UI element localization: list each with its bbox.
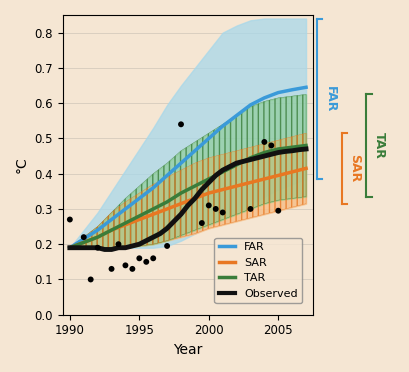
Point	[122, 262, 128, 268]
Point	[247, 206, 253, 212]
Point	[129, 266, 135, 272]
Point	[274, 208, 281, 214]
Point	[219, 209, 225, 215]
Point	[212, 206, 218, 212]
Point	[80, 234, 87, 240]
Y-axis label: °C: °C	[15, 157, 29, 173]
Point	[198, 220, 204, 226]
Point	[66, 217, 73, 222]
Legend: FAR, SAR, TAR, Observed: FAR, SAR, TAR, Observed	[214, 238, 302, 303]
Text: TAR: TAR	[372, 132, 385, 159]
Point	[261, 139, 267, 145]
Point	[150, 255, 156, 261]
Point	[267, 142, 274, 148]
Point	[108, 266, 115, 272]
Point	[94, 245, 101, 251]
Point	[177, 121, 184, 127]
Point	[164, 243, 170, 249]
Text: FAR: FAR	[323, 86, 336, 112]
X-axis label: Year: Year	[173, 343, 202, 357]
Point	[205, 202, 211, 208]
Text: SAR: SAR	[348, 154, 360, 183]
Point	[115, 241, 121, 247]
Point	[87, 276, 94, 282]
Point	[136, 255, 142, 261]
Point	[143, 259, 149, 265]
